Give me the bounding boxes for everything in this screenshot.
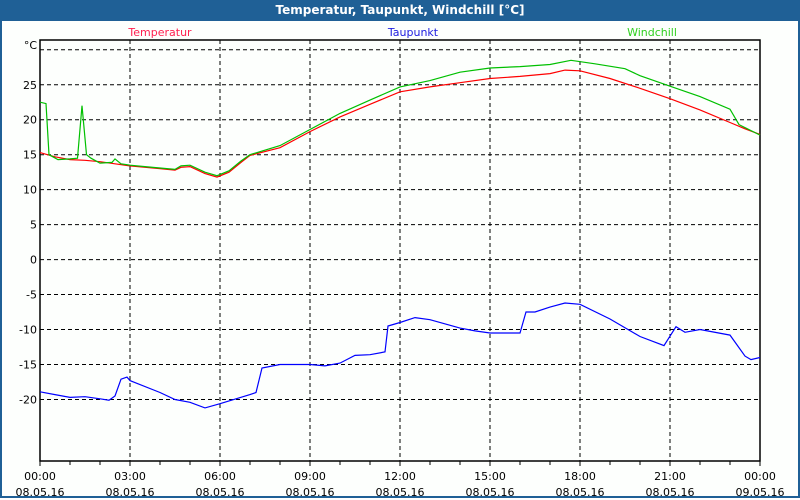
x-tick-date: 08.05.16: [646, 486, 695, 499]
y-tick-label: 5: [30, 219, 37, 232]
x-tick-date: 08.05.16: [16, 486, 65, 499]
x-tick-time: 21:00: [654, 470, 686, 483]
series-line-temperatur: [39, 69, 761, 178]
x-tick-date: 08.05.16: [466, 486, 515, 499]
x-tick-date: 09.05.16: [736, 486, 785, 499]
y-tick-label: 0: [30, 254, 37, 267]
y-tick-label: -10: [19, 324, 37, 337]
y-tick-label: -20: [19, 393, 37, 406]
x-tick-time: 00:00: [24, 470, 56, 483]
y-tick-label: 15: [23, 149, 37, 162]
x-tick-time: 06:00: [204, 470, 236, 483]
x-tick-time: 18:00: [564, 470, 596, 483]
y-tick-label: -5: [26, 289, 37, 302]
x-tick-time: 09:00: [294, 470, 326, 483]
y-axis-unit: °C: [24, 39, 38, 52]
legend-taupunkt: Taupunkt: [387, 26, 439, 39]
series-line-windchill: [39, 59, 761, 177]
series-line-taupunkt: [39, 302, 761, 409]
x-tick-time: 03:00: [114, 470, 146, 483]
x-tick-time: 15:00: [474, 470, 506, 483]
x-tick-date: 08.05.16: [106, 486, 155, 499]
y-tick-label: 20: [23, 114, 37, 127]
window-title: Temperatur, Taupunkt, Windchill [°C]: [0, 0, 800, 21]
x-tick-date: 08.05.16: [286, 486, 335, 499]
y-tick-label: -15: [19, 358, 37, 371]
y-tick-label: 10: [23, 184, 37, 197]
x-tick-time: 00:00: [744, 470, 776, 483]
x-tick-date: 08.05.16: [376, 486, 425, 499]
legend-windchill: Windchill: [627, 26, 677, 39]
x-tick-time: 12:00: [384, 470, 416, 483]
x-tick-date: 08.05.16: [556, 486, 605, 499]
y-tick-label: 25: [23, 79, 37, 92]
x-tick-date: 08.05.16: [196, 486, 245, 499]
legend-temperatur: Temperatur: [127, 26, 192, 39]
